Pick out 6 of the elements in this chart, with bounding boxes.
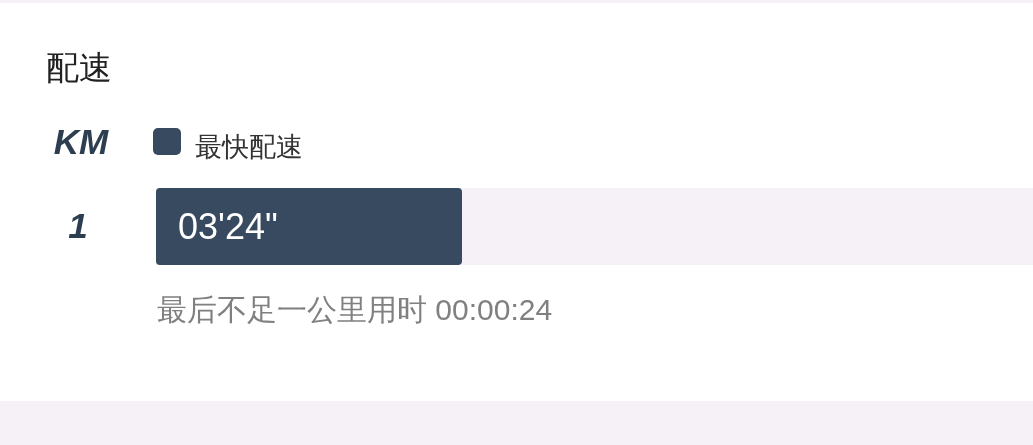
y-tick-label: 1 bbox=[68, 206, 88, 245]
data-label: 03'24" bbox=[178, 206, 278, 247]
chart-title: 配速 bbox=[46, 49, 112, 86]
annotation: 最后不足一公里用时 00:00:24 bbox=[157, 293, 553, 326]
y-axis-title: KM bbox=[53, 122, 110, 161]
legend-label: 最快配速 bbox=[195, 132, 303, 162]
